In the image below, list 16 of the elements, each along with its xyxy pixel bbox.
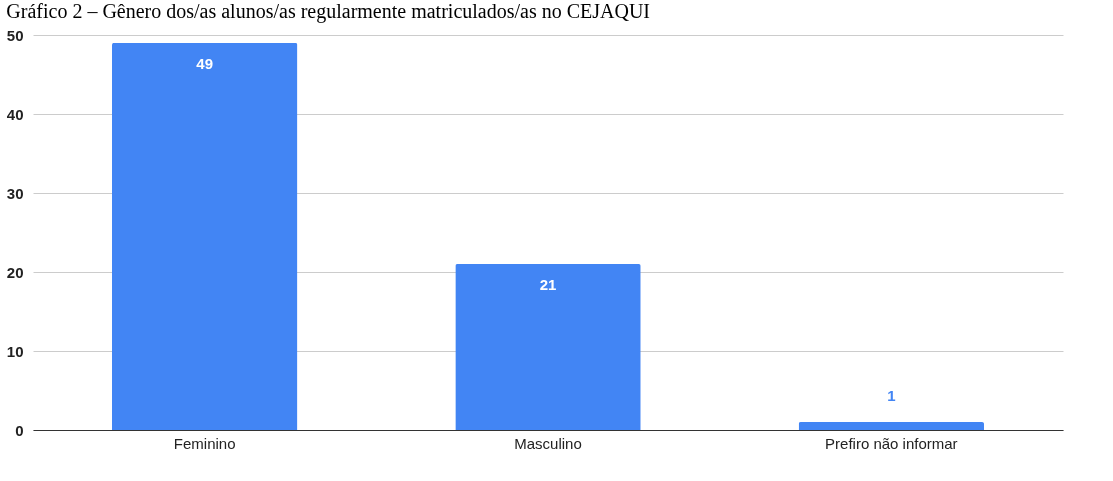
x-tick-label: Prefiro não informar	[825, 434, 958, 452]
bar	[111, 42, 298, 430]
y-tick-label: 30	[6, 184, 24, 202]
y-tick-label: 50	[6, 26, 24, 44]
y-tick-label: 40	[6, 105, 24, 123]
x-tick-label: Feminino	[173, 434, 236, 452]
data-label: 49	[196, 54, 214, 72]
y-tick-label: 0	[15, 421, 24, 439]
bar	[455, 264, 641, 430]
bar	[798, 422, 985, 430]
x-tick-label: Masculino	[514, 434, 582, 452]
chart-title: Gráfico 2 – Gênero dos/as alunos/as regularmente matriculados/as no CEJAQUI	[6, 0, 651, 23]
data-label: 1	[887, 387, 896, 405]
y-tick-label: 20	[6, 263, 24, 281]
y-tick-label: 10	[6, 342, 24, 360]
data-label: 21	[539, 276, 557, 294]
